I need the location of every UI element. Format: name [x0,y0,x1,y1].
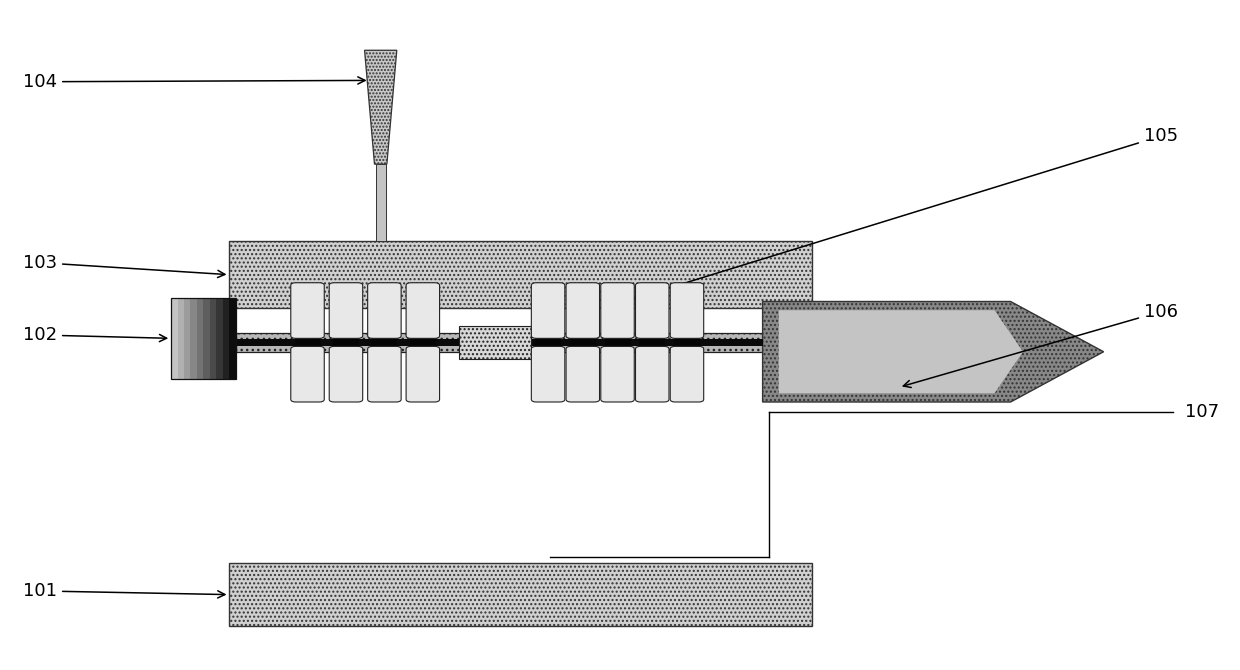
Bar [295,330,320,354]
FancyBboxPatch shape [600,346,634,402]
FancyBboxPatch shape [671,283,704,338]
Bar [223,298,229,379]
Bar [459,326,531,359]
Bar [216,298,223,379]
Bar [675,330,701,354]
FancyBboxPatch shape [367,283,402,338]
Text: 103: 103 [22,254,224,277]
Bar [376,164,386,241]
Polygon shape [365,50,397,164]
Bar [229,563,812,626]
Bar [409,330,436,354]
FancyBboxPatch shape [532,283,565,338]
FancyBboxPatch shape [290,283,325,338]
Bar [184,298,191,379]
Bar [534,330,560,354]
Bar [203,298,210,379]
FancyBboxPatch shape [636,346,670,402]
Text: 107: 107 [1185,403,1220,421]
Bar [640,330,666,354]
FancyBboxPatch shape [367,346,402,402]
FancyBboxPatch shape [532,346,565,402]
Bar [171,298,177,379]
Bar [197,298,203,379]
FancyBboxPatch shape [567,346,600,402]
Bar [332,330,360,354]
Bar [372,330,397,354]
Bar [210,298,216,379]
FancyBboxPatch shape [330,346,363,402]
Text: 104: 104 [22,73,365,90]
Bar [171,298,236,379]
Text: 106: 106 [903,303,1178,387]
FancyBboxPatch shape [405,283,439,338]
Bar [236,338,763,346]
Polygon shape [763,302,1104,402]
FancyBboxPatch shape [636,283,670,338]
Text: 102: 102 [22,326,166,344]
Bar [605,330,630,354]
Bar [191,298,197,379]
FancyBboxPatch shape [290,346,325,402]
FancyBboxPatch shape [330,283,363,338]
Bar [177,298,184,379]
Bar [569,330,596,354]
FancyBboxPatch shape [567,283,600,338]
FancyBboxPatch shape [671,346,704,402]
Bar [229,298,236,379]
Polygon shape [779,310,1023,393]
Text: 105: 105 [621,127,1178,304]
Bar [236,333,763,352]
Bar [229,241,812,308]
FancyBboxPatch shape [600,283,634,338]
FancyBboxPatch shape [405,346,439,402]
Text: 101: 101 [24,582,224,600]
